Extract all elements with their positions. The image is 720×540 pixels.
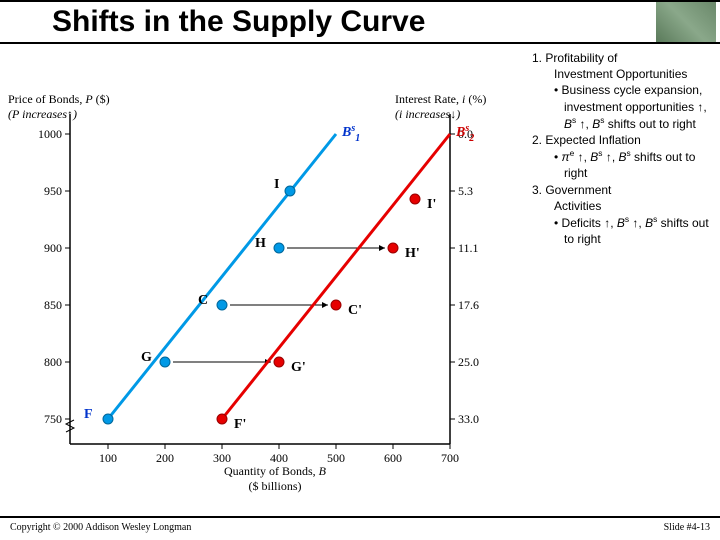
copyright: Copyright © 2000 Addison Wesley Longman [10, 522, 191, 533]
chart-svg: 10009509008508007500.05.311.117.625.033.… [0, 44, 520, 494]
slide-number: Slide #4-13 [664, 522, 710, 533]
content-row: Price of Bonds, P ($) (P increases↑) Int… [0, 44, 720, 514]
footer: Copyright © 2000 Addison Wesley Longman … [0, 516, 720, 536]
svg-text:Bs1: Bs1 [341, 123, 360, 144]
svg-text:25.0: 25.0 [458, 355, 479, 369]
note-2a: • πe ↑, Bs ↑, Bs shifts out to right [532, 148, 712, 181]
svg-text:750: 750 [44, 412, 62, 426]
svg-text:5.3: 5.3 [458, 184, 473, 198]
svg-text:850: 850 [44, 298, 62, 312]
svg-text:G': G' [291, 360, 306, 375]
svg-text:700: 700 [441, 451, 459, 465]
svg-text:950: 950 [44, 184, 62, 198]
svg-text:800: 800 [44, 355, 62, 369]
notes-column: 1. Profitability of Investment Opportuni… [530, 44, 720, 514]
svg-text:H: H [255, 236, 266, 251]
chart-area: Price of Bonds, P ($) (P increases↑) Int… [0, 44, 530, 514]
svg-text:33.0: 33.0 [458, 412, 479, 426]
svg-text:I': I' [427, 197, 436, 212]
svg-text:200: 200 [156, 451, 174, 465]
note-3: 3. Government [532, 182, 712, 198]
svg-text:F': F' [234, 417, 246, 432]
svg-text:G: G [141, 350, 152, 365]
note-1: 1. Profitability of [532, 50, 712, 66]
notes-list: 1. Profitability of Investment Opportuni… [532, 50, 712, 247]
svg-text:H': H' [405, 246, 420, 261]
note-1b: Investment Opportunities [532, 66, 712, 82]
slide-title: Shifts in the Supply Curve [52, 5, 425, 39]
svg-text:400: 400 [270, 451, 288, 465]
svg-text:900: 900 [44, 241, 62, 255]
svg-text:300: 300 [213, 451, 231, 465]
svg-text:I: I [274, 177, 279, 192]
svg-text:11.1: 11.1 [458, 241, 479, 255]
note-2: 2. Expected Inflation [532, 132, 712, 148]
svg-text:600: 600 [384, 451, 402, 465]
svg-text:500: 500 [327, 451, 345, 465]
svg-text:1000: 1000 [38, 127, 62, 141]
note-1c: • Business cycle expansion, investment o… [532, 82, 712, 132]
svg-text:C: C [198, 293, 208, 308]
svg-text:100: 100 [99, 451, 117, 465]
svg-text:F: F [84, 407, 93, 422]
header-image [656, 2, 716, 42]
slide-header: Shifts in the Supply Curve [0, 0, 720, 44]
note-3c: • Deficits ↑, Bs ↑, Bs shifts out to rig… [532, 214, 712, 247]
note-3b: Activities [532, 198, 712, 214]
svg-text:17.6: 17.6 [458, 298, 479, 312]
svg-text:C': C' [348, 303, 362, 318]
